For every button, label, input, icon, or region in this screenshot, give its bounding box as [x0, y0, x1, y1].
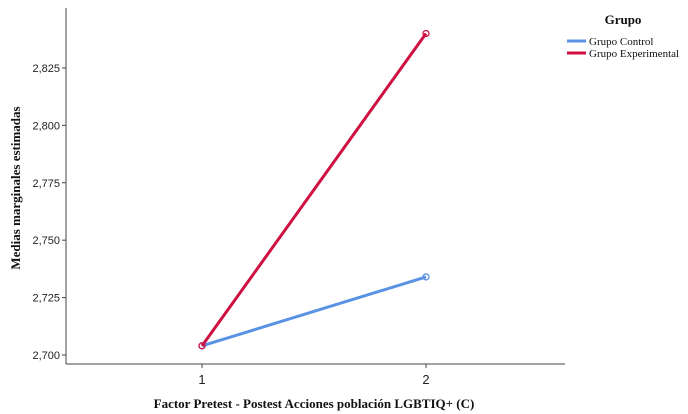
legend-title: Grupo — [605, 12, 642, 27]
x-axis-title: Factor Pretest - Postest Acciones poblac… — [154, 396, 475, 411]
x-tick-label: 2 — [422, 372, 429, 387]
series-line — [201, 275, 427, 348]
y-axis-title: Medias marginales estimadas — [8, 106, 23, 269]
y-tick-label: 2,700 — [32, 350, 60, 362]
y-tick-label: 2,800 — [32, 120, 60, 132]
series-line — [200, 32, 428, 347]
x-tick-label: 1 — [198, 372, 205, 387]
series-layer — [198, 29, 430, 350]
y-tick-label: 2,725 — [32, 293, 60, 305]
y-tick-label: 2,775 — [32, 178, 60, 190]
legend-label: Grupo Experimental — [589, 48, 679, 60]
data-point — [422, 29, 430, 38]
legend-label: Grupo Control — [589, 36, 653, 48]
data-point — [422, 273, 430, 281]
y-tick-label: 2,750 — [32, 235, 60, 247]
y-axis-ticks: 2,700 2,725 2,750 2,775 2,800 2,825 — [32, 63, 66, 362]
data-point — [198, 342, 206, 350]
y-tick-label: 2,825 — [32, 63, 60, 75]
